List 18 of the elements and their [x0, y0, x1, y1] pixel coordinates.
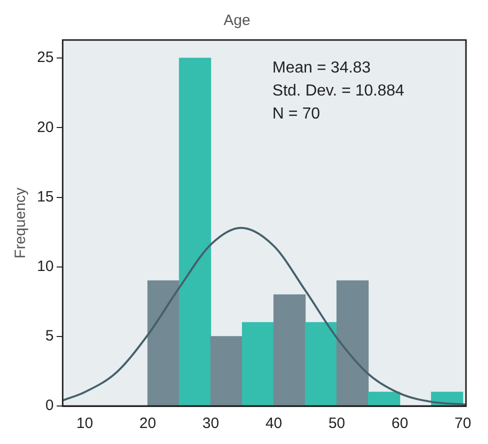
x-tick-label: 60 — [391, 415, 408, 432]
y-tick-label: 0 — [45, 397, 54, 414]
annotation: Std. Dev. = 10.884 — [272, 82, 404, 100]
x-tick-label: 70 — [454, 415, 472, 432]
x-tick-label: 20 — [139, 415, 156, 432]
annotation: Mean = 34.83 — [272, 59, 371, 76]
chart-title: Age — [224, 12, 250, 30]
x-tick-label: 50 — [328, 415, 346, 432]
x-tick-label: 30 — [202, 415, 220, 432]
y-axis-title: Frequency — [12, 187, 30, 258]
y-tick-label: 25 — [36, 49, 54, 66]
y-tick-label: 20 — [36, 118, 54, 136]
x-tick-label: 40 — [265, 415, 282, 432]
y-tick-label: 10 — [36, 258, 54, 275]
x-tick-label: 10 — [76, 415, 94, 432]
annotation: N = 70 — [272, 105, 320, 122]
y-tick-label: 5 — [45, 328, 54, 345]
y-tick-label: 15 — [36, 188, 54, 206]
